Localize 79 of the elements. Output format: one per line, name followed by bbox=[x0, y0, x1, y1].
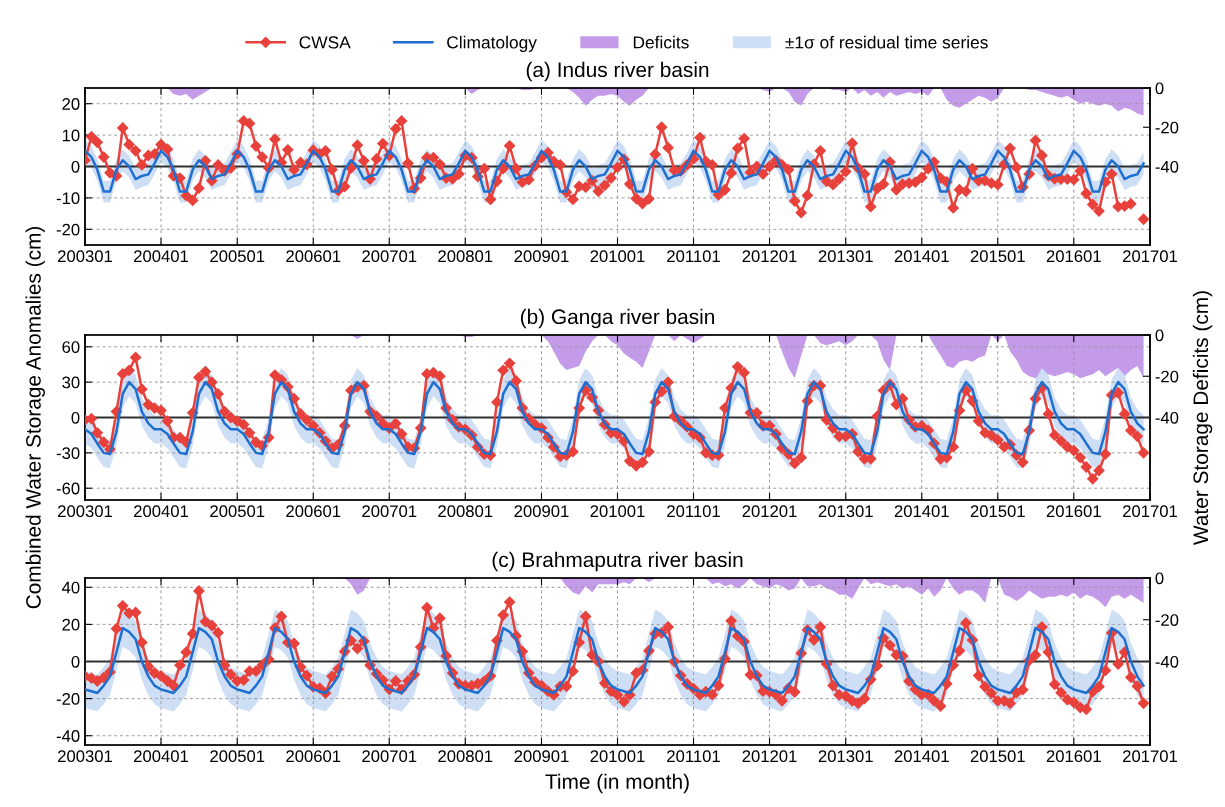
x-tick-label: 201001 bbox=[590, 505, 645, 518]
x-tick-label: 201701 bbox=[1123, 505, 1177, 518]
x-tick-label: 200501 bbox=[210, 505, 265, 518]
x-tick-label: 200401 bbox=[134, 505, 189, 518]
x-tick-label: 200801 bbox=[438, 250, 493, 263]
x-tick-label: 200901 bbox=[514, 250, 569, 263]
x-tick-label: 201201 bbox=[742, 250, 797, 263]
x-tick-label: 201301 bbox=[818, 750, 873, 763]
x-tick-label: 201101 bbox=[667, 505, 720, 518]
x-tick-label: 201701 bbox=[1123, 750, 1177, 763]
x-tick-label: 201101 bbox=[667, 750, 720, 763]
y2-axis-title: Water Storage Deficits (cm) bbox=[1192, 291, 1213, 545]
x-tick-label: 200601 bbox=[286, 750, 341, 763]
x-tick-label: 201601 bbox=[1046, 750, 1101, 763]
x-tick-label: 201501 bbox=[970, 250, 1025, 263]
x-tick-label: 201701 bbox=[1123, 250, 1177, 263]
x-axis-title: Time (in month) bbox=[545, 773, 689, 794]
x-tick-label: 200901 bbox=[514, 750, 569, 763]
y2-tick-label: 0 bbox=[1155, 82, 1164, 95]
x-tick-label: 201501 bbox=[970, 505, 1025, 518]
x-tick-label: 201101 bbox=[667, 250, 720, 263]
y-tick-label: 0 bbox=[71, 655, 80, 668]
y2-tick-label: -40 bbox=[1155, 655, 1179, 668]
y-tick-label: -40 bbox=[56, 730, 80, 742]
y-tick-label: -30 bbox=[56, 447, 80, 460]
chart-title: (a) Indus river basin bbox=[526, 61, 709, 82]
legend-label: Deficits bbox=[633, 35, 689, 49]
x-tick-label: 200701 bbox=[362, 750, 417, 763]
x-tick-label: 200601 bbox=[286, 250, 341, 263]
y-tick-label: 0 bbox=[71, 411, 80, 424]
x-tick-label: 201001 bbox=[590, 250, 645, 263]
y-tick-label: 40 bbox=[61, 581, 80, 594]
x-tick-label: 200301 bbox=[58, 750, 112, 763]
legend-label: Climatology bbox=[447, 35, 537, 52]
x-tick-label: 200701 bbox=[362, 250, 417, 263]
x-tick-label: 200801 bbox=[438, 750, 493, 763]
y-tick-label: 20 bbox=[62, 618, 80, 631]
y-tick-label: -60 bbox=[56, 482, 80, 495]
y-tick-label: -10 bbox=[56, 192, 80, 205]
y2-tick-label: -40 bbox=[1155, 411, 1179, 424]
x-tick-label: 200601 bbox=[286, 505, 341, 518]
x-tick-label: 201601 bbox=[1046, 505, 1101, 518]
x-tick-label: 200701 bbox=[362, 505, 417, 518]
x-tick-label: 201401 bbox=[894, 505, 949, 518]
x-tick-label: 200501 bbox=[210, 750, 265, 763]
y-tick-label: 0 bbox=[71, 160, 80, 173]
y2-tick-label: 0 bbox=[1155, 329, 1164, 342]
y2-tick-label: -40 bbox=[1155, 160, 1179, 173]
x-tick-label: 201301 bbox=[818, 250, 873, 263]
legend-label: CWSA bbox=[299, 36, 351, 49]
x-tick-label: 201301 bbox=[818, 505, 873, 518]
x-tick-label: 200401 bbox=[134, 250, 189, 263]
x-tick-label: 201501 bbox=[970, 750, 1025, 763]
y-tick-label: -20 bbox=[56, 223, 80, 236]
y-tick-label: 10 bbox=[62, 129, 80, 142]
x-tick-label: 200901 bbox=[514, 505, 569, 518]
x-tick-label: 201201 bbox=[742, 750, 797, 763]
chart-title: (c) Brahmaputra river basin bbox=[492, 551, 743, 572]
chart-title: (b) Ganga river basin bbox=[520, 308, 714, 329]
x-tick-label: 201401 bbox=[894, 750, 949, 763]
x-tick-label: 200401 bbox=[134, 750, 189, 763]
x-tick-label: 201401 bbox=[894, 250, 949, 263]
x-tick-label: 201201 bbox=[742, 505, 797, 518]
x-tick-label: 200801 bbox=[438, 505, 493, 518]
y2-tick-label: -20 bbox=[1155, 121, 1179, 134]
x-tick-label: 201001 bbox=[590, 750, 645, 763]
x-tick-label: 200301 bbox=[58, 505, 112, 518]
y-tick-label: 30 bbox=[62, 376, 80, 389]
y2-tick-label: -20 bbox=[1155, 370, 1179, 383]
y2-tick-label: -20 bbox=[1155, 614, 1179, 626]
x-tick-label: 201601 bbox=[1046, 250, 1101, 263]
y2-tick-label: 0 bbox=[1155, 572, 1164, 585]
y-tick-label: 20 bbox=[62, 98, 80, 110]
x-tick-label: 200501 bbox=[210, 250, 265, 263]
x-tick-label: 200301 bbox=[58, 250, 112, 263]
y-axis-title: Combined Water Storage Anomalies (cm) bbox=[25, 226, 45, 609]
y-tick-label: 60 bbox=[62, 341, 80, 353]
y-tick-label: -20 bbox=[56, 693, 80, 705]
text: ±1σ of residual time series bbox=[785, 35, 988, 49]
